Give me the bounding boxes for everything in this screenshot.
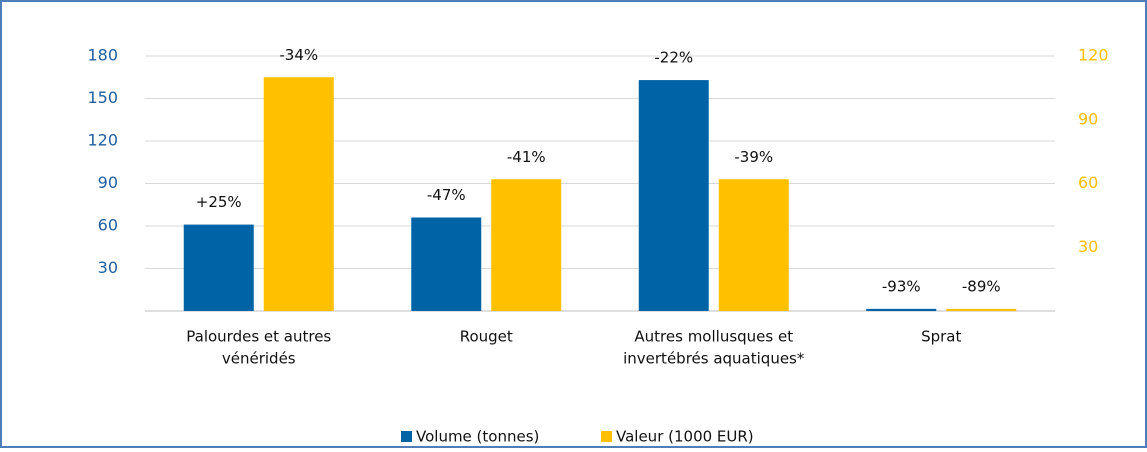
change-label: +25%: [196, 193, 242, 211]
y2-tick-label: 30: [1078, 237, 1098, 256]
x-tick-label: invertébrés aquatiques*: [623, 350, 805, 368]
bar: [491, 179, 562, 311]
y-tick-label: 120: [87, 131, 118, 150]
x-tick-label: Palourdes et autres: [186, 328, 331, 346]
bar: [946, 308, 1017, 311]
y-tick-label: 180: [87, 46, 118, 65]
change-label: -41%: [507, 148, 546, 166]
change-label: -89%: [962, 277, 1001, 295]
bar: [718, 179, 789, 311]
change-label: -34%: [279, 46, 318, 64]
x-tick-label: Rouget: [460, 328, 513, 346]
change-label: -22%: [654, 49, 693, 67]
y-tick-label: 150: [87, 88, 118, 107]
legend-swatch: [601, 431, 612, 442]
bar: [263, 77, 334, 311]
x-tick-label: vénéridés: [222, 350, 296, 368]
x-tick-label: Sprat: [921, 328, 961, 346]
change-label: -39%: [734, 148, 773, 166]
y2-tick-label: 120: [1078, 46, 1109, 65]
x-tick-label: Autres mollusques et: [634, 328, 793, 346]
legend-label: Volume (tonnes): [416, 428, 539, 446]
y-tick-label: 60: [98, 216, 118, 235]
bar: [638, 80, 709, 311]
y2-tick-label: 90: [1078, 109, 1098, 128]
legend-label: Valeur (1000 EUR): [616, 428, 754, 446]
y-tick-label: 90: [98, 173, 118, 192]
bar: [866, 308, 937, 311]
bar: [183, 224, 254, 311]
y2-tick-label: 60: [1078, 173, 1098, 192]
bar: [411, 217, 482, 311]
y-tick-label: 30: [98, 258, 118, 277]
change-label: -47%: [427, 186, 466, 204]
legend-swatch: [401, 431, 412, 442]
change-label: -93%: [882, 277, 921, 295]
